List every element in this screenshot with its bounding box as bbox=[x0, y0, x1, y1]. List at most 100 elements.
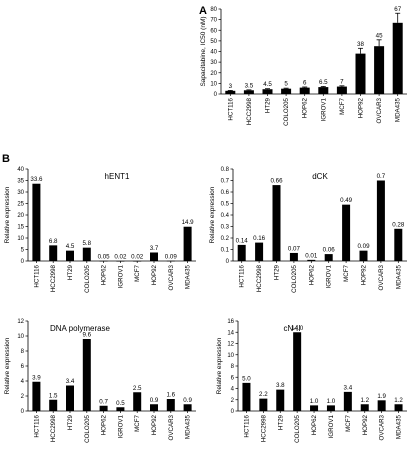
y-tick-label: 0.6 bbox=[221, 190, 230, 196]
data-label: 3.4 bbox=[66, 378, 75, 385]
bar bbox=[225, 90, 236, 94]
bar bbox=[355, 53, 366, 94]
x-tick-label: IGROV1 bbox=[117, 414, 124, 438]
data-label: 6.5 bbox=[319, 79, 328, 86]
bar bbox=[242, 382, 251, 411]
data-label: 5.0 bbox=[242, 375, 251, 382]
bar bbox=[318, 87, 329, 94]
x-tick-label: OVCAR3 bbox=[168, 414, 175, 440]
x-tick-label: HOP62 bbox=[101, 264, 108, 285]
y-tick-label: 0 bbox=[21, 259, 25, 265]
y-axis-label: Sapacitabine, IC50 (nM) bbox=[200, 16, 207, 86]
bar bbox=[343, 391, 352, 411]
chart-title: dCK bbox=[312, 172, 328, 181]
data-label: 1.5 bbox=[49, 392, 58, 399]
data-label: 0.09 bbox=[357, 243, 370, 250]
bar bbox=[394, 404, 403, 411]
y-tick-label: 0.8 bbox=[221, 167, 230, 173]
x-tick-label: MDA435 bbox=[395, 97, 402, 122]
y-axis-label: Relative expression bbox=[4, 337, 11, 394]
data-label: 0.5 bbox=[116, 400, 125, 407]
x-tick-label: MCF7 bbox=[134, 414, 141, 431]
x-tick-label: HCC2998 bbox=[256, 264, 263, 292]
x-tick-label: HCC2998 bbox=[50, 414, 57, 442]
chart-title: hENT1 bbox=[105, 172, 130, 181]
bar bbox=[183, 226, 192, 261]
data-label: 4.5 bbox=[263, 81, 272, 88]
data-label: 0.66 bbox=[270, 178, 283, 185]
y-tick-label: 10 bbox=[210, 81, 217, 87]
x-tick-label: HCT116 bbox=[33, 414, 40, 437]
bar bbox=[183, 404, 192, 411]
data-label: 9.6 bbox=[82, 332, 91, 339]
data-label: 1.0 bbox=[327, 398, 336, 405]
bar bbox=[336, 86, 347, 94]
x-tick-label: HT29 bbox=[67, 414, 74, 430]
y-tick-label: 2 bbox=[231, 398, 235, 404]
data-label: 1.6 bbox=[166, 392, 175, 399]
y-tick-label: 0.1 bbox=[221, 248, 230, 254]
panel-label-a: A bbox=[199, 5, 207, 17]
data-label: 0.05 bbox=[98, 253, 111, 260]
y-tick-label: 6 bbox=[21, 364, 25, 370]
data-label: 45 bbox=[376, 32, 383, 39]
bar bbox=[116, 407, 125, 411]
x-tick-label: MCF7 bbox=[343, 264, 350, 281]
data-label: 2.5 bbox=[133, 385, 142, 392]
bar bbox=[293, 332, 302, 411]
bar bbox=[289, 252, 298, 261]
data-label: 1.2 bbox=[360, 397, 369, 404]
data-label: 3.9 bbox=[32, 374, 41, 381]
bar bbox=[49, 245, 58, 261]
y-tick-label: 2 bbox=[21, 394, 25, 400]
y-tick-label: 0 bbox=[214, 92, 218, 98]
bar bbox=[299, 87, 310, 94]
data-label: 6.8 bbox=[49, 238, 58, 245]
y-tick-label: 10 bbox=[17, 334, 24, 340]
y-tick-label: 5 bbox=[21, 248, 25, 254]
x-tick-label: COLO205 bbox=[294, 414, 301, 442]
data-label: 0.7 bbox=[377, 173, 386, 180]
data-label: 0.07 bbox=[288, 245, 301, 252]
data-label: 5 bbox=[284, 81, 288, 88]
x-tick-label: HCT116 bbox=[33, 264, 40, 287]
chart-dna-polymerase: DNA polymerase 0 2 4 6 8 10 12 Relative expressi… bbox=[4, 319, 196, 443]
x-tick-label: IGROV1 bbox=[320, 97, 327, 121]
chart-title: DNA polymerase bbox=[50, 324, 111, 333]
x-tick-label: HOP92 bbox=[151, 264, 158, 285]
x-tick-label: IGROV1 bbox=[117, 264, 124, 288]
bar bbox=[326, 405, 335, 411]
y-tick-label: 12 bbox=[17, 319, 24, 325]
x-tick-label: HOP62 bbox=[101, 414, 108, 435]
y-tick-label: 80 bbox=[210, 7, 217, 13]
data-label: 0.28 bbox=[392, 221, 405, 228]
y-tick-label: 25 bbox=[17, 202, 24, 208]
data-label: 3.7 bbox=[150, 245, 159, 252]
y-tick-label: 40 bbox=[17, 167, 24, 173]
x-tick-label: HOP62 bbox=[311, 414, 318, 435]
bar bbox=[342, 204, 351, 261]
bar bbox=[272, 185, 281, 261]
x-tick-label: MDA435 bbox=[396, 414, 403, 439]
bar bbox=[377, 400, 386, 411]
y-tick-label: 10 bbox=[17, 236, 24, 242]
y-tick-label: 12 bbox=[227, 342, 234, 348]
x-tick-label: HT29 bbox=[67, 264, 74, 280]
data-label: 4.5 bbox=[66, 243, 75, 250]
data-label: 0.06 bbox=[323, 247, 336, 254]
x-tick-label: HOP62 bbox=[302, 97, 309, 118]
data-label: 0.7 bbox=[99, 398, 108, 405]
x-tick-label: OVCAR3 bbox=[379, 414, 386, 440]
bar bbox=[49, 399, 58, 411]
data-label: 1.0 bbox=[310, 398, 319, 405]
data-label: 2.2 bbox=[259, 391, 268, 398]
x-tick-label: HT29 bbox=[274, 264, 281, 280]
y-tick-label: 0 bbox=[231, 409, 235, 415]
bar bbox=[150, 252, 158, 261]
y-axis-label: Relative expression bbox=[216, 337, 223, 394]
bar bbox=[82, 339, 91, 411]
bar bbox=[243, 90, 254, 94]
data-label: 67 bbox=[394, 6, 401, 13]
